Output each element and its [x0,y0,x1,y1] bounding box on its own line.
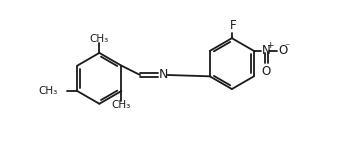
Text: CH₃: CH₃ [90,34,109,44]
Text: ⁻: ⁻ [284,42,290,52]
Text: O: O [262,65,271,78]
Text: N: N [262,44,271,57]
Text: F: F [230,19,236,32]
Text: O: O [278,44,287,57]
Text: CH₃: CH₃ [38,86,58,96]
Text: N: N [159,69,168,81]
Text: CH₃: CH₃ [112,100,131,110]
Text: +: + [266,41,274,49]
